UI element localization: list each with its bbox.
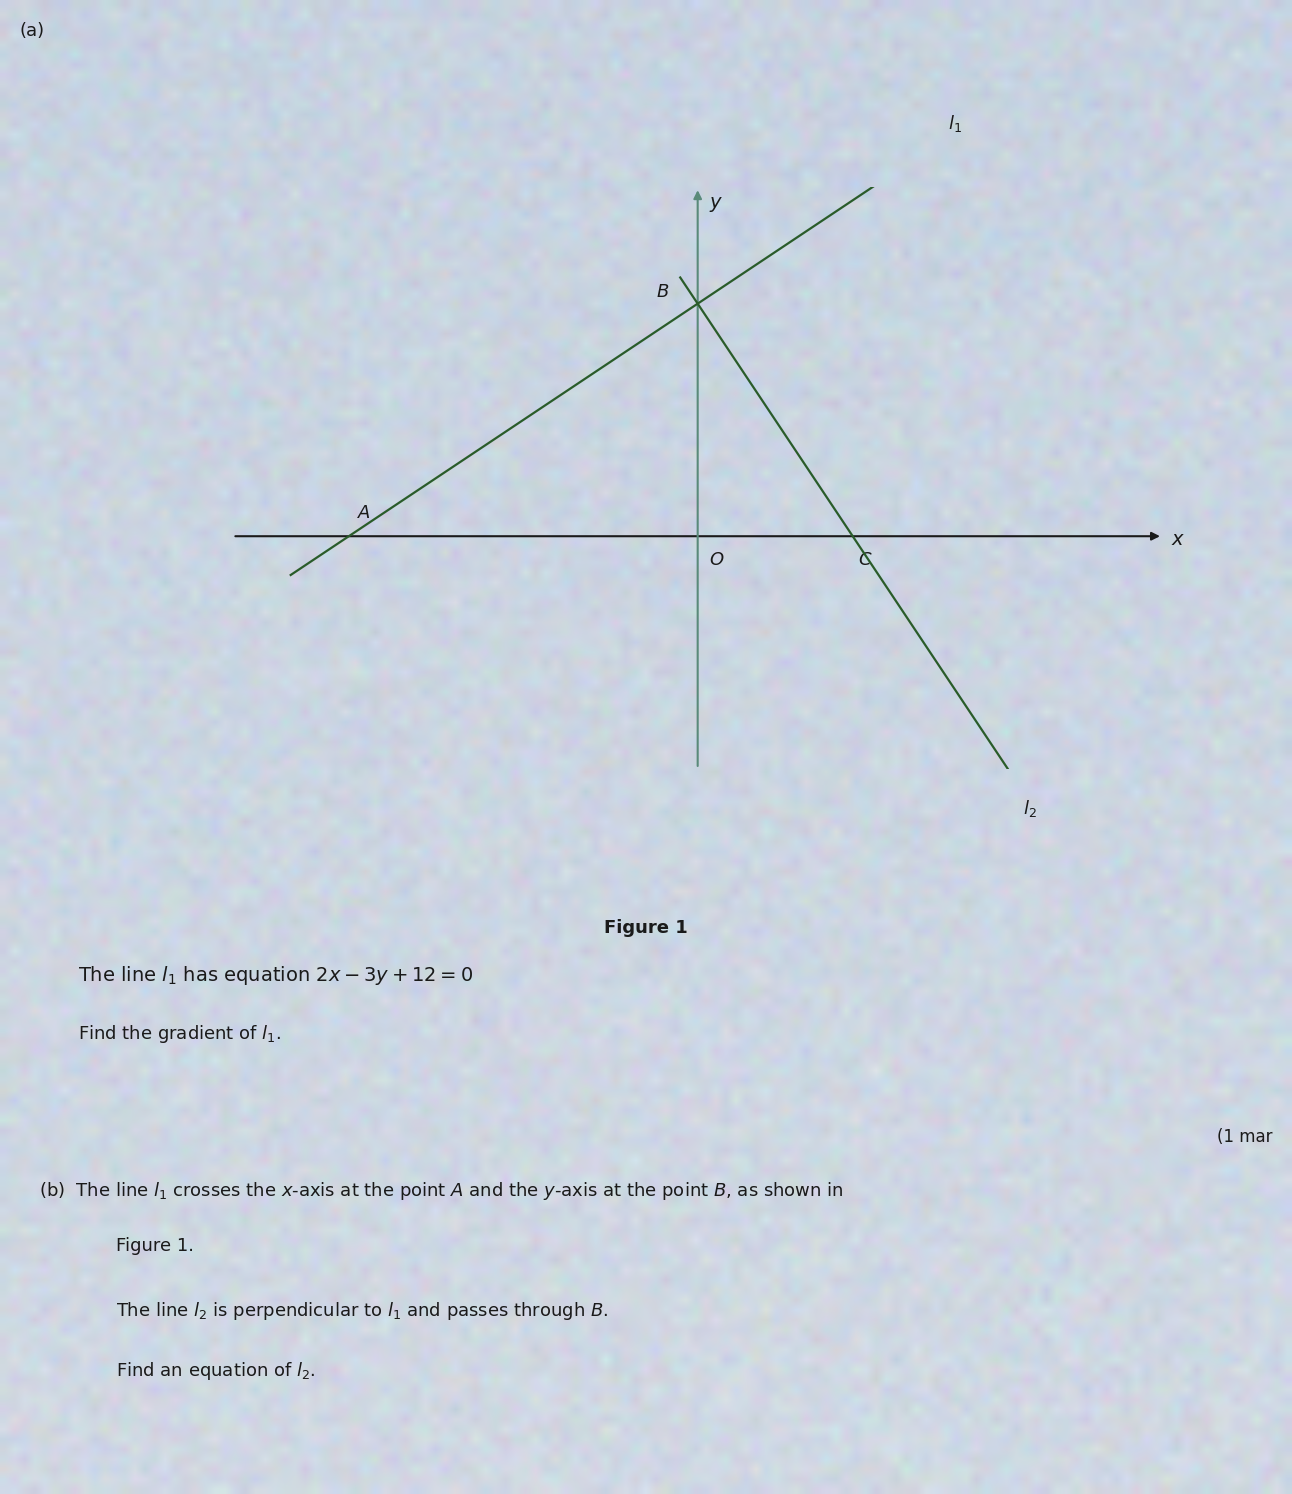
Text: y: y	[709, 193, 721, 212]
Text: (b)  The line $l_1$ crosses the $x$-axis at the point $A$ and the $y$-axis at th: (b) The line $l_1$ crosses the $x$-axis …	[39, 1180, 844, 1203]
Text: $l_2$: $l_2$	[1023, 798, 1037, 819]
Text: A: A	[358, 503, 370, 521]
Text: The line $l_1$ has equation $2x - 3y + 12 = 0$: The line $l_1$ has equation $2x - 3y + 1…	[78, 964, 473, 986]
Text: (1 mar: (1 mar	[1217, 1128, 1273, 1146]
Text: The line $l_2$ is perpendicular to $l_1$ and passes through $B$.: The line $l_2$ is perpendicular to $l_1$…	[116, 1300, 609, 1322]
Text: Find the gradient of $l_1$.: Find the gradient of $l_1$.	[78, 1023, 280, 1046]
Text: $l_1$: $l_1$	[948, 114, 961, 134]
Text: B: B	[656, 282, 669, 300]
Text: Figure 1.: Figure 1.	[116, 1237, 194, 1255]
Text: (a): (a)	[19, 22, 44, 40]
Text: x: x	[1172, 530, 1183, 548]
Text: Figure 1: Figure 1	[605, 919, 687, 937]
Text: O: O	[709, 551, 724, 569]
Text: C: C	[859, 551, 871, 569]
Text: Find an equation of $l_2$.: Find an equation of $l_2$.	[116, 1360, 315, 1382]
